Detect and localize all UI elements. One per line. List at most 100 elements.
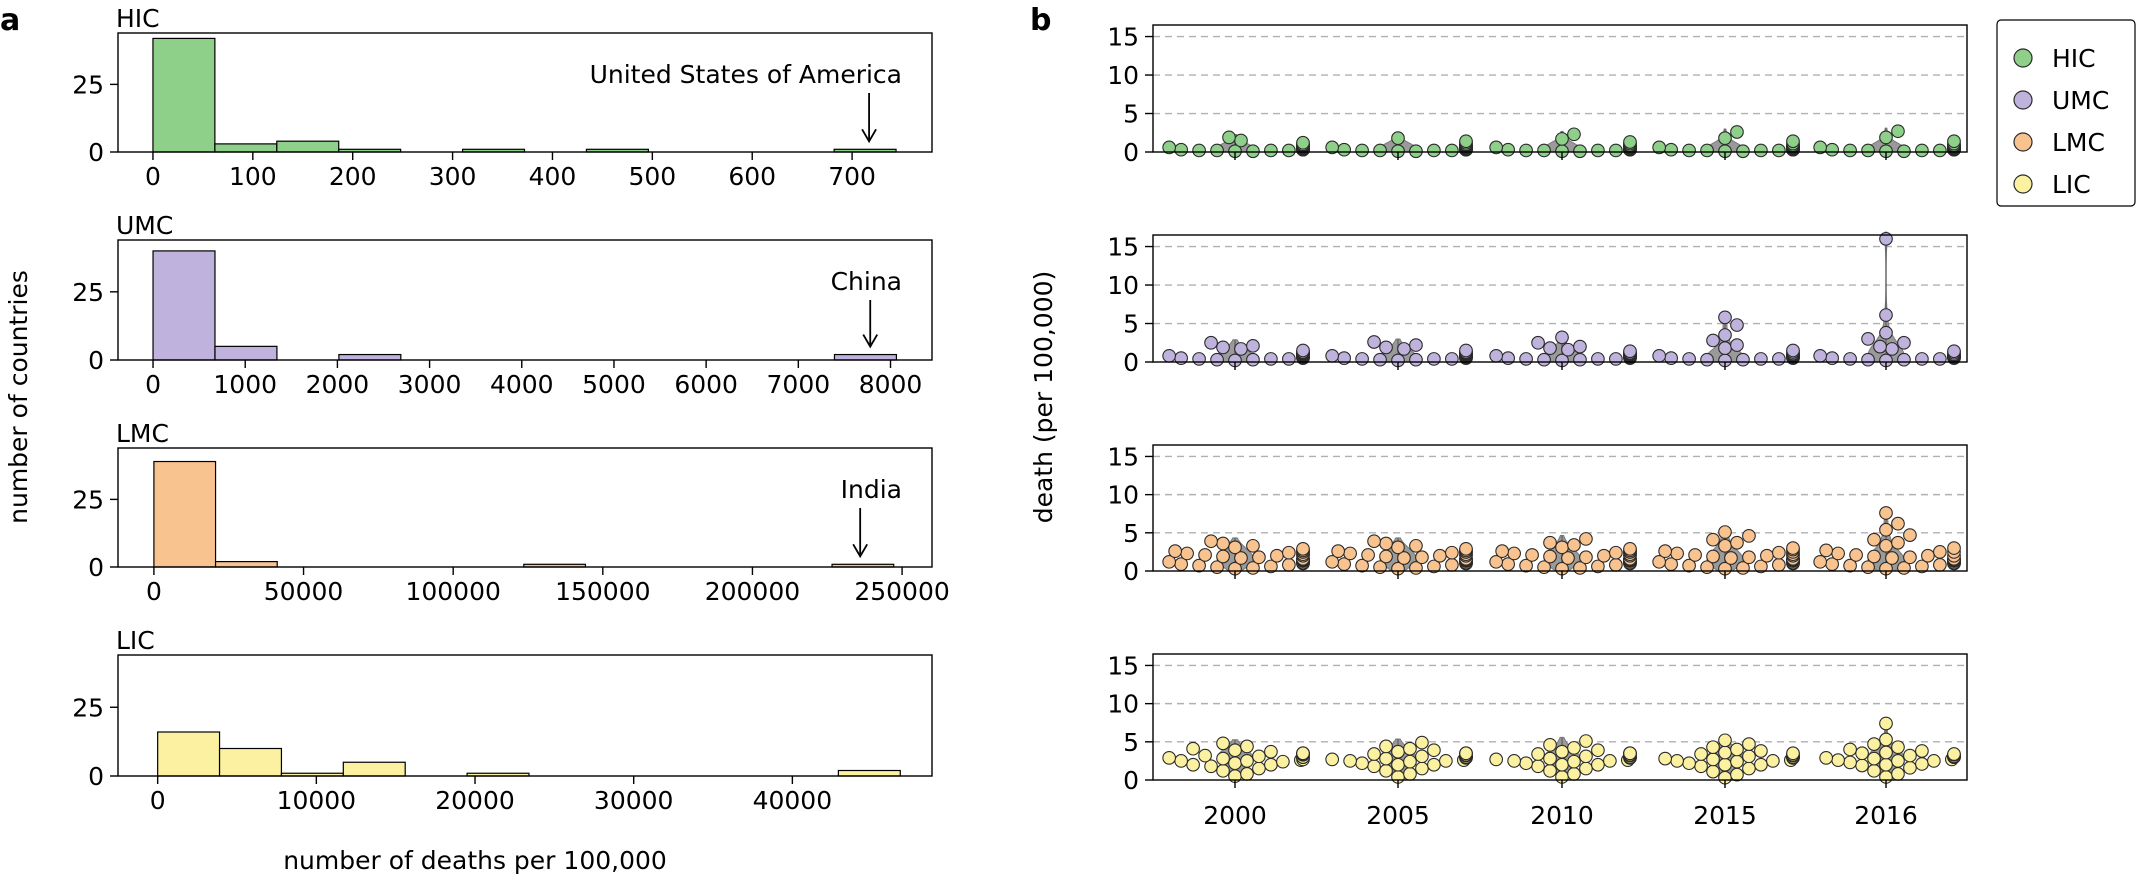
swarm-plot-lmc: 0 5 10 15 [1107, 442, 1968, 586]
swarm-point-hic [1391, 131, 1405, 145]
swarm-point-lic [1766, 754, 1780, 768]
swarm-point-lmc [1891, 535, 1905, 550]
annotation-hic: United States of America [590, 60, 902, 89]
swarm-point-lmc [1903, 528, 1917, 542]
bar-lmc-0 [153, 460, 217, 568]
swarm-point-umc [1397, 342, 1411, 356]
swarm-point-lic [1216, 736, 1230, 751]
swarm-point-lmc [1579, 550, 1593, 565]
x-tick-label: 100000 [405, 577, 500, 606]
x-tick-label: 5000 [582, 370, 646, 399]
swarm-point-lmc [1772, 545, 1786, 560]
panel-label-a: a [0, 3, 20, 38]
bar-lic-0 [157, 731, 221, 777]
swarm-point-lmc [1397, 551, 1411, 565]
swarm-point-lic [1915, 757, 1929, 771]
swarm-point-lmc [1921, 548, 1935, 563]
swarm-point-umc [1813, 348, 1828, 363]
swarm-point-lmc [1730, 535, 1744, 550]
swarm-point-umc [1754, 352, 1768, 366]
swarm-point-lic [1718, 757, 1732, 772]
swarm-point-hic [1652, 140, 1667, 155]
swarm-point-lic [1843, 742, 1857, 757]
swarm-point-lmc [1379, 536, 1393, 551]
swarm-point-lic [1174, 754, 1188, 768]
swarm-point-umc [1772, 352, 1786, 366]
swarm-point-lic [1355, 756, 1369, 771]
y-tick-label: 5 [1123, 519, 1139, 548]
bar-hic-0 [152, 37, 216, 153]
swarm-point-umc [1367, 335, 1381, 349]
swarm-point-lmc [1489, 554, 1504, 569]
swarm-point-lic [1819, 751, 1833, 765]
swarm-point-hic [1933, 143, 1947, 158]
y-tick-label: 0 [88, 553, 104, 582]
swarm-point-lic [1367, 759, 1381, 774]
x-tick-label: 300 [429, 162, 477, 191]
swarm-point-umc [1730, 338, 1744, 352]
swarm-point-lmc [1555, 540, 1569, 555]
legend-frame [1996, 19, 2136, 207]
swarm-point-lmc [1831, 546, 1845, 561]
y-tick-label: 25 [72, 693, 104, 722]
swarm-point-lic [1694, 759, 1708, 774]
swarm-point-lmc [1282, 545, 1296, 560]
swarm-point-lic [1186, 757, 1200, 772]
swarm-point-lic [1379, 739, 1393, 754]
swarm-point-umc [1897, 335, 1911, 350]
x-tick-label: 50000 [264, 577, 344, 606]
y-tick-label: 10 [1107, 271, 1139, 300]
swarm-point-hic [1246, 144, 1260, 159]
bar-hic-1 [214, 143, 278, 153]
y-tick-label: 10 [1107, 690, 1139, 719]
swarm-point-hic [1947, 134, 1961, 149]
swarm-point-lmc [1658, 544, 1672, 558]
swarm-point-lic [1325, 752, 1340, 767]
swarm-point-lic [1240, 754, 1254, 768]
swarm-point-lmc [1609, 558, 1623, 572]
swarm-point-lmc [1355, 558, 1369, 573]
swarm-point-hic [1718, 131, 1732, 145]
swarm-point-hic [1861, 143, 1875, 158]
swarm-point-hic [1519, 143, 1533, 158]
x-tick-label: 150000 [555, 577, 650, 606]
annotation-arrow-head [852, 543, 868, 559]
swarm-point-lic [1831, 753, 1845, 767]
swarm-point-umc [1409, 338, 1423, 352]
y-tick-label: 25 [72, 278, 104, 307]
panel-title-hic: HIC [116, 4, 160, 33]
swarm-point-lmc [1325, 554, 1340, 569]
swarm-point-hic [1282, 143, 1296, 158]
swarm-point-lic [1186, 741, 1200, 756]
axes-frame-hic [117, 32, 933, 153]
swarm-point-umc [1652, 348, 1667, 363]
x-tick-label: 6000 [674, 370, 738, 399]
swarm-point-lic [1891, 740, 1905, 755]
swarm-point-hic [1915, 143, 1929, 158]
swarm-point-hic [1174, 142, 1188, 157]
swarm-point-hic [1264, 143, 1278, 158]
x-tick-label: 2000 [306, 370, 370, 399]
y-tick-label: 0 [88, 346, 104, 375]
bar-umc-0 [152, 250, 216, 361]
swarm-point-lmc [1849, 548, 1863, 562]
swarm-point-umc [1561, 342, 1575, 357]
swarm-point-umc [1861, 352, 1875, 367]
swarm-point-hic [1222, 130, 1236, 145]
swarm-point-hic [1427, 143, 1441, 158]
swarm-point-lmc [1819, 543, 1833, 558]
swarm-point-umc [1427, 352, 1441, 366]
swarm-point-lic [1855, 746, 1869, 761]
swarm-point-hic [1337, 142, 1351, 157]
swarm-point-lmc [1519, 558, 1533, 573]
swarm-point-umc [1573, 352, 1587, 367]
swarm-point-umc [1355, 352, 1369, 366]
swarm-point-lmc [1415, 550, 1429, 565]
swarm-point-lic [1379, 763, 1393, 778]
swarm-point-lic [1706, 752, 1720, 767]
swarm-point-lic [1855, 758, 1869, 773]
swarm-point-lmc [1525, 548, 1539, 562]
swarm-point-lmc [1433, 548, 1447, 563]
swarm-point-hic [1325, 140, 1340, 155]
swarm-point-lic [1198, 748, 1212, 763]
